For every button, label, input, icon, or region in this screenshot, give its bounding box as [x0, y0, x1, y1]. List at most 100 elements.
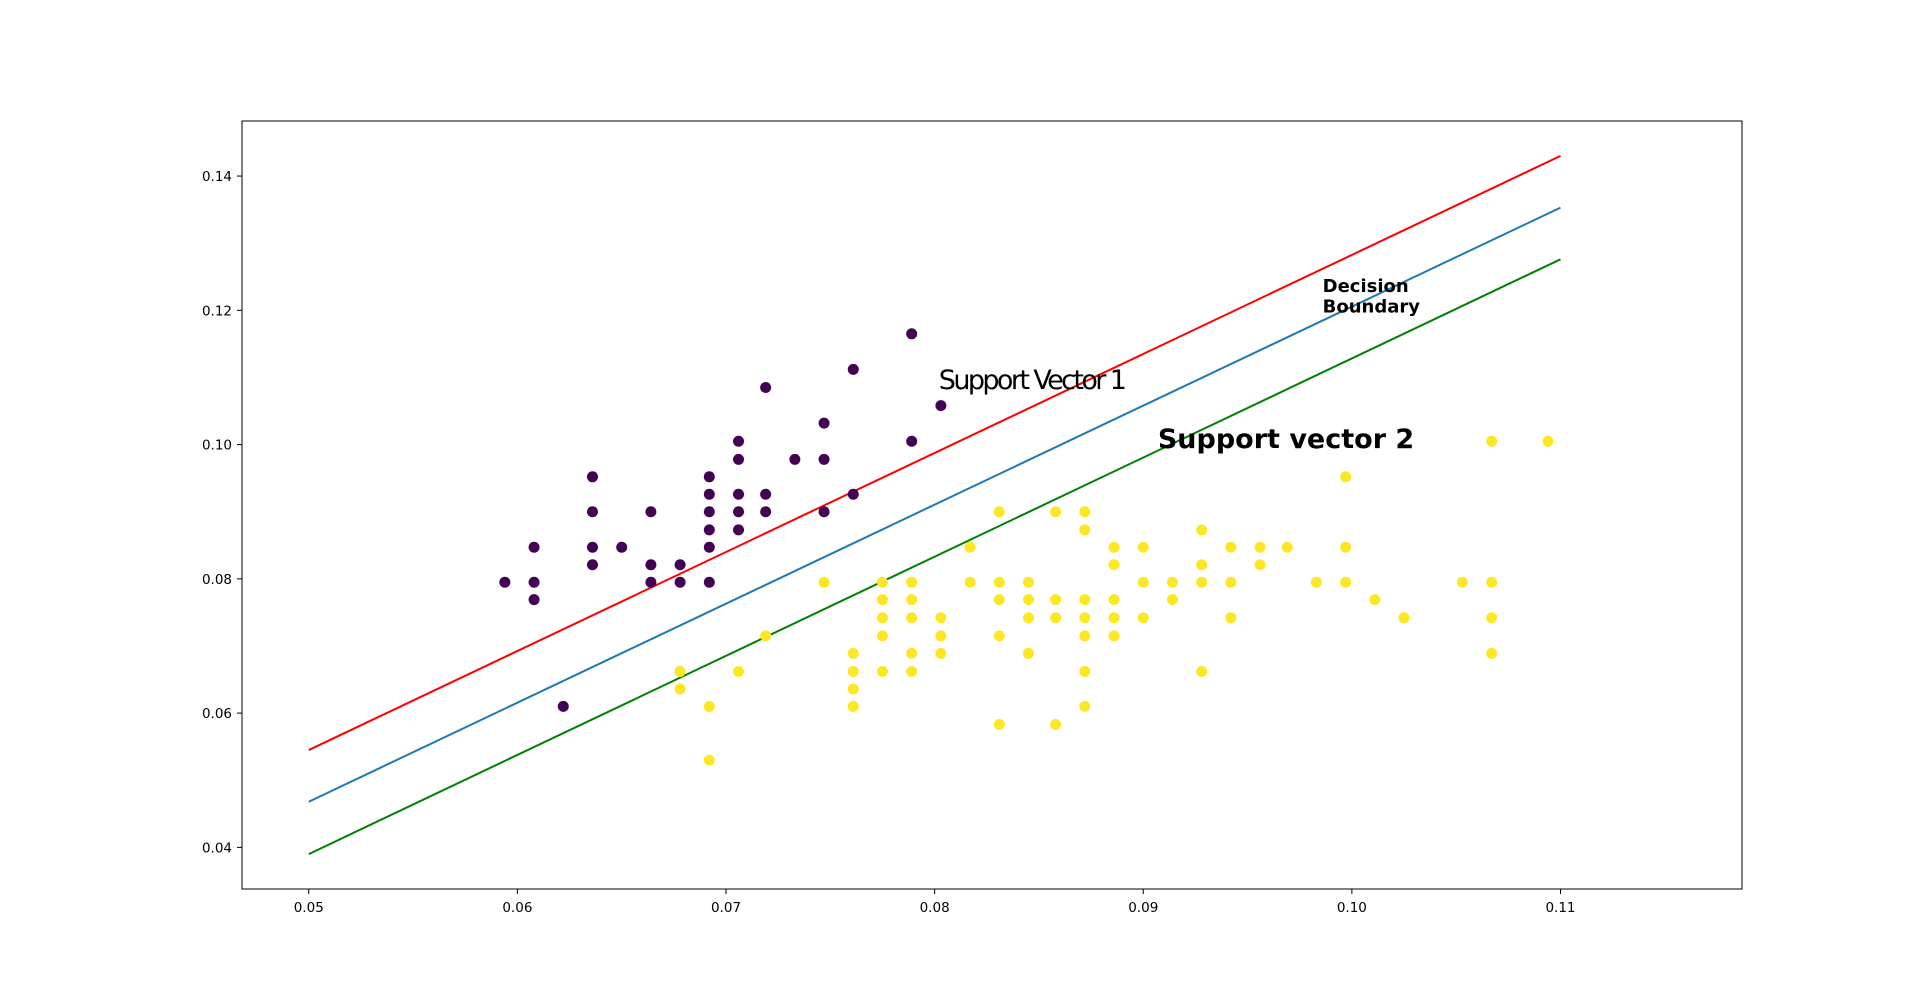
class-1-point	[586, 559, 598, 571]
class-2-point	[906, 594, 918, 606]
class-1-point	[528, 594, 540, 606]
class-2-point	[935, 612, 947, 624]
class-2-point	[1023, 647, 1035, 659]
class-1-point	[674, 559, 686, 571]
class-2-point	[1108, 630, 1120, 642]
boundary-lines	[308, 155, 1561, 855]
data-points	[499, 328, 1554, 766]
class-2-point	[1079, 700, 1091, 712]
class-2-point	[876, 576, 888, 588]
class-2-point	[1023, 576, 1035, 588]
axes: 0.05 0.06 0.07 0.08 0.09 0.10 0.11 0.04 0.06 0.08…	[202, 169, 1576, 916]
class-2-point	[1137, 576, 1149, 588]
class-1-point	[847, 363, 859, 375]
decision-boundary-line	[308, 206, 1561, 803]
class-2-point	[1196, 665, 1208, 677]
class-2-point	[993, 594, 1005, 606]
class-2-point	[906, 647, 918, 659]
class-2-point	[964, 576, 976, 588]
annotation-text: Support vector 2	[1158, 424, 1414, 455]
class-1-point	[703, 471, 715, 483]
annotation-text: Support Vector 1	[939, 365, 1125, 396]
class-2-point	[1542, 435, 1554, 447]
plot-frame	[241, 120, 1743, 890]
class-2-point	[1108, 594, 1120, 606]
class-1-point	[586, 506, 598, 518]
class-1-point	[818, 417, 830, 429]
class-2-point	[847, 700, 859, 712]
x-tick-label: 0.07	[711, 900, 741, 916]
class-2-point	[1486, 612, 1498, 624]
class-2-point	[1079, 630, 1091, 642]
x-tick-label: 0.11	[1545, 900, 1575, 916]
class-2-point	[1137, 612, 1149, 624]
class-2-point	[1398, 612, 1410, 624]
class-2-point	[1166, 576, 1178, 588]
class-1-point	[733, 435, 745, 447]
class-2-point	[993, 506, 1005, 518]
x-tick-label: 0.09	[1128, 900, 1158, 916]
class-1-point	[645, 559, 657, 571]
class-1-point	[703, 576, 715, 588]
class-2-point	[1050, 719, 1062, 731]
class-2-point	[1079, 506, 1091, 518]
class-2-point	[876, 594, 888, 606]
class-2-point	[1108, 541, 1120, 553]
class-2-point	[847, 647, 859, 659]
class-2-point	[993, 719, 1005, 731]
class-2-point	[1456, 576, 1468, 588]
x-tick-label: 0.06	[502, 900, 532, 916]
class-1-point	[703, 488, 715, 500]
class-1-point	[789, 453, 801, 465]
class-2-point	[935, 630, 947, 642]
class-2-point	[1196, 524, 1208, 536]
class-2-point	[1254, 541, 1266, 553]
class-1-point	[760, 488, 772, 500]
class-1-point	[818, 453, 830, 465]
class-2-point	[906, 665, 918, 677]
class-1-point	[557, 700, 569, 712]
y-tick-label: 0.06	[202, 706, 232, 722]
class-1-point	[906, 328, 918, 340]
class-1-point	[733, 453, 745, 465]
class-2-point	[906, 576, 918, 588]
class-2-point	[1079, 665, 1091, 677]
y-tick-label: 0.10	[202, 438, 232, 454]
class-2-point	[1196, 559, 1208, 571]
x-tick-label: 0.05	[294, 900, 324, 916]
class-2-point	[1196, 576, 1208, 588]
class-1-point	[703, 541, 715, 553]
x-tick-label: 0.08	[920, 900, 950, 916]
class-1-point	[499, 576, 511, 588]
class-2-point	[876, 665, 888, 677]
class-2-point	[847, 665, 859, 677]
annotation-text: Decision	[1323, 276, 1409, 297]
class-2-point	[818, 576, 830, 588]
class-1-point	[645, 576, 657, 588]
class-2-point	[1340, 541, 1352, 553]
class-2-point	[1079, 524, 1091, 536]
class-1-point	[733, 488, 745, 500]
class-2-point	[1225, 612, 1237, 624]
class-1-point	[674, 576, 686, 588]
class-1-point	[645, 506, 657, 518]
class-2-point	[1225, 541, 1237, 553]
class-2-point	[1079, 594, 1091, 606]
annotation-text: Boundary	[1323, 296, 1421, 317]
class-2-point	[1050, 612, 1062, 624]
class-2-point	[1050, 594, 1062, 606]
class-2-point	[1369, 594, 1381, 606]
class-2-point	[1023, 594, 1035, 606]
class-2-point	[1486, 576, 1498, 588]
class-2-point	[1340, 471, 1352, 483]
class-2-point	[993, 630, 1005, 642]
class-2-point	[1108, 559, 1120, 571]
class-1-point	[586, 471, 598, 483]
class-2-point	[993, 576, 1005, 588]
class-1-point	[586, 541, 598, 553]
class-2-point	[1254, 559, 1266, 571]
class-2-point	[964, 541, 976, 553]
class-2-point	[1023, 612, 1035, 624]
class-1-point	[906, 435, 918, 447]
class-2-point	[703, 754, 715, 766]
